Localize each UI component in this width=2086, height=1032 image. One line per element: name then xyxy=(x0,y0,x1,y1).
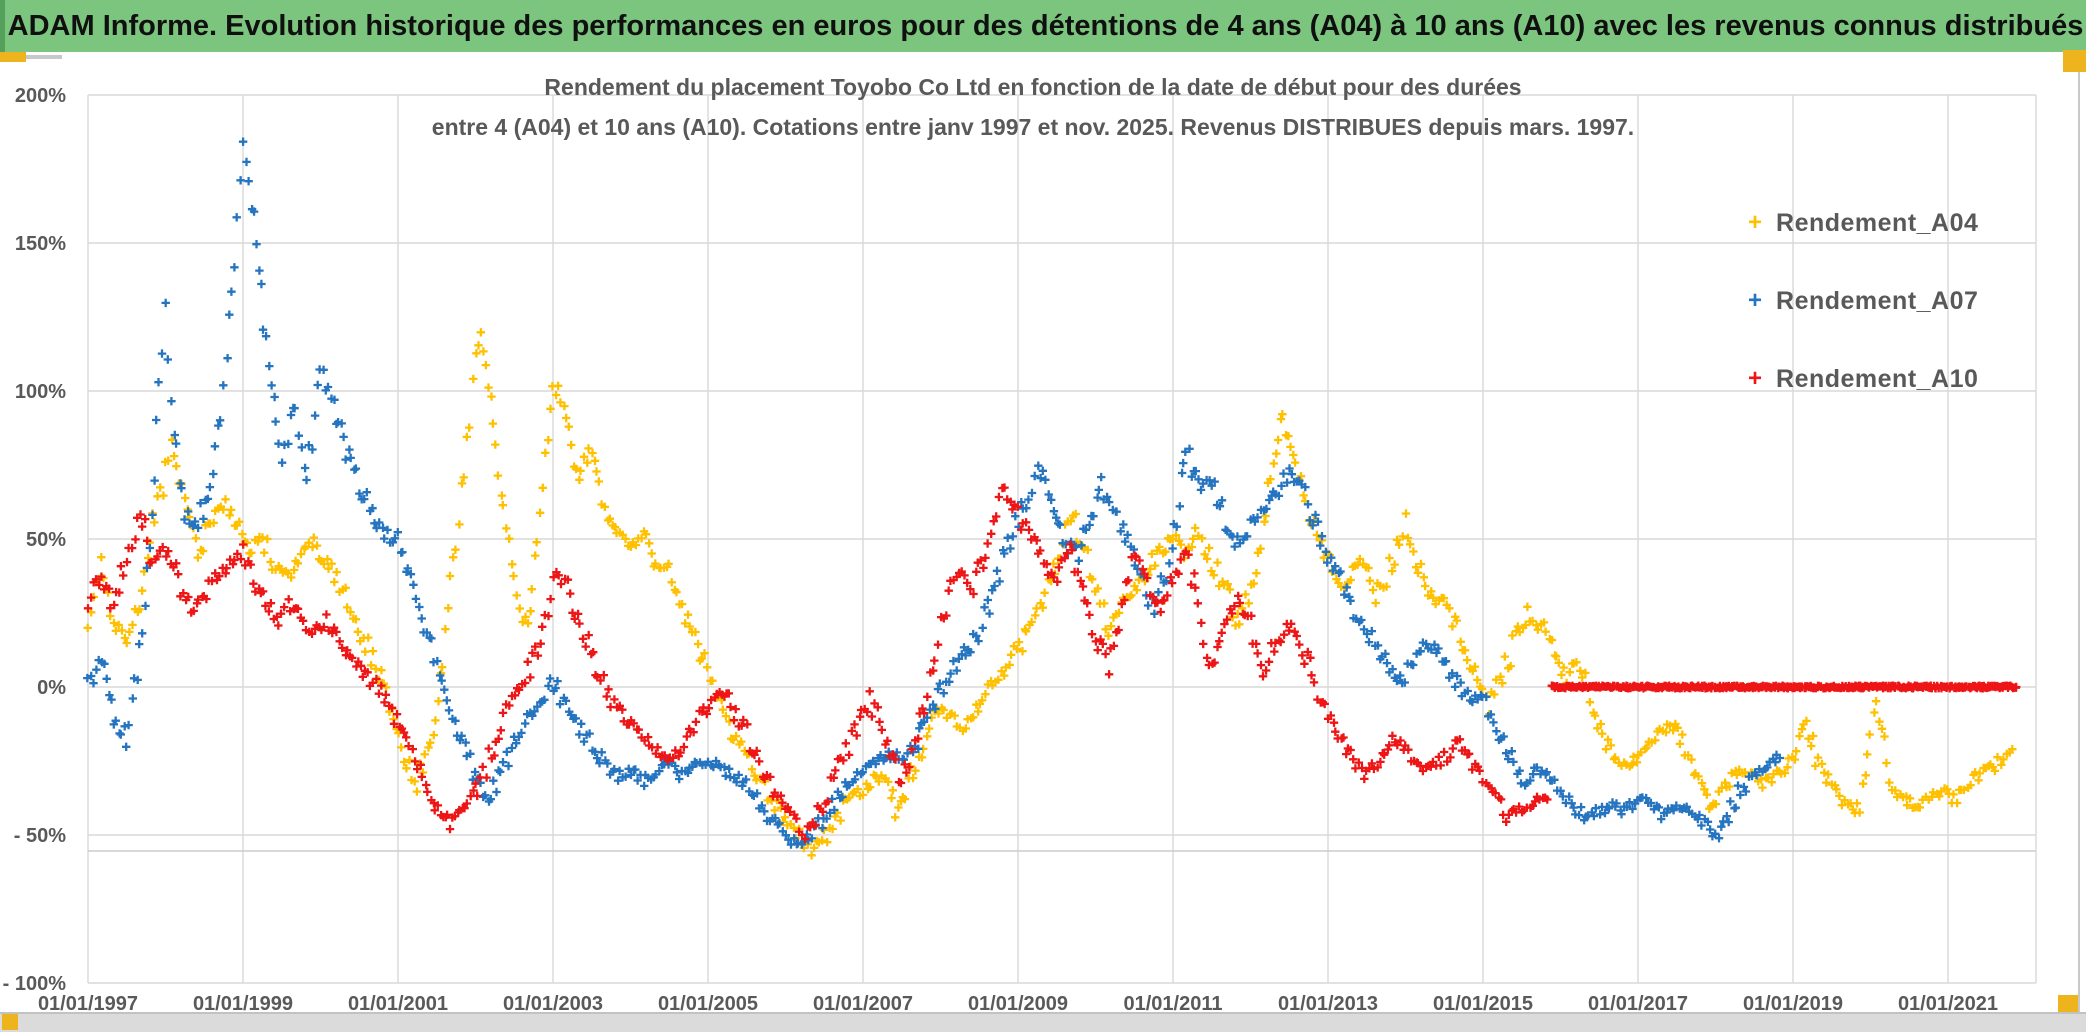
corner-accent-top-right xyxy=(2063,50,2086,72)
y-tick-label: 200% xyxy=(15,85,66,107)
edge-dash-top-left xyxy=(26,55,62,59)
header-title: ADAM Informe. Evolution historique des p… xyxy=(7,9,2084,42)
x-tick-label: 01/01/2015 xyxy=(1433,993,1533,1015)
legend-item-rendement_a07[interactable]: + Rendement_A07 xyxy=(1748,284,1978,318)
x-tick-label: 01/01/2011 xyxy=(1124,993,1223,1015)
plus-marker-icon: + xyxy=(1748,287,1763,314)
x-tick-label: 01/01/2005 xyxy=(658,993,758,1015)
legend-label: Rendement_A07 xyxy=(1776,287,1979,315)
corner-accent-bottom-left xyxy=(2,1014,18,1030)
y-tick-label: 150% xyxy=(15,233,66,255)
bottom-scrollbar-strip[interactable] xyxy=(0,1012,2086,1032)
x-tick-label: 01/01/2021 xyxy=(1898,993,1998,1015)
x-tick-label: 01/01/1997 xyxy=(38,993,138,1015)
legend-label: Rendement_A04 xyxy=(1776,209,1979,237)
y-tick-label: 100% xyxy=(15,381,66,403)
x-tick-label: 01/01/2013 xyxy=(1278,993,1378,1015)
plus-marker-icon: + xyxy=(1748,365,1763,392)
plus-marker-icon: + xyxy=(1748,209,1763,236)
x-tick-label: 01/01/2001 xyxy=(348,993,448,1015)
header-banner: ADAM Informe. Evolution historique des p… xyxy=(0,0,2086,52)
x-tick-label: 01/01/2007 xyxy=(813,993,913,1015)
legend-item-rendement_a04[interactable]: + Rendement_A04 xyxy=(1748,206,1978,240)
chart-title-line2: entre 4 (A04) et 10 ans (A10). Cotations… xyxy=(431,114,1635,140)
y-tick-label: - 50% xyxy=(14,825,66,847)
x-tick-label: 01/01/2017 xyxy=(1588,993,1688,1015)
legend-item-rendement_a10[interactable]: + Rendement_A10 xyxy=(1748,362,1978,396)
x-tick-label: 01/01/2019 xyxy=(1743,993,1843,1015)
y-tick-label: - 100% xyxy=(3,973,67,995)
x-tick-label: 01/01/2009 xyxy=(968,993,1068,1015)
series-rendement_a04 xyxy=(83,328,2017,860)
x-tick-label: 01/01/1999 xyxy=(193,993,293,1015)
chart-title-line1: Rendement du placement Toyobo Co Ltd en … xyxy=(544,74,1522,100)
corner-accent-bottom-right xyxy=(2058,995,2078,1012)
legend-label: Rendement_A10 xyxy=(1776,365,1979,393)
series-rendement_a07 xyxy=(83,137,1784,849)
corner-accent-top-left xyxy=(0,52,26,62)
series-rendement_a10 xyxy=(83,483,2021,844)
y-tick-label: 0% xyxy=(37,677,66,699)
right-window-edge xyxy=(2078,72,2080,1012)
y-tick-label: 50% xyxy=(26,529,66,551)
x-tick-label: 01/01/2003 xyxy=(503,993,603,1015)
